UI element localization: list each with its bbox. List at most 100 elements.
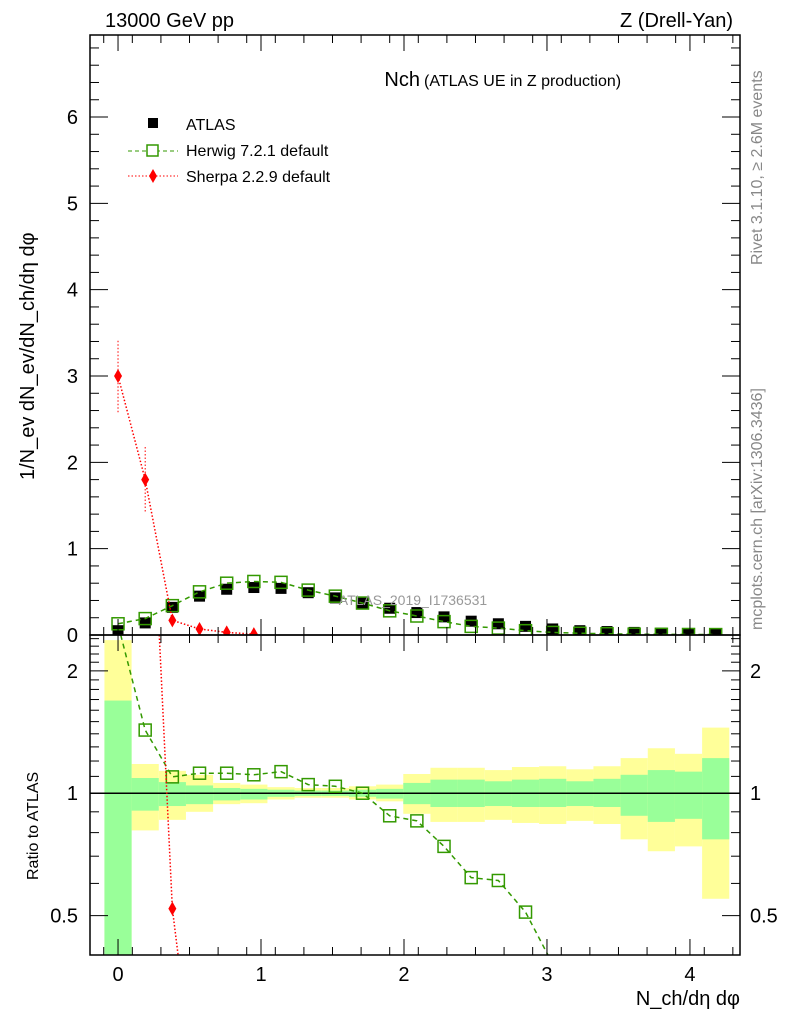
- atlas-data-point: [655, 627, 667, 635]
- herwig-point: [382, 604, 397, 618]
- herwig-ratio-point: [301, 777, 315, 792]
- herwig-ratio-point: [192, 766, 207, 780]
- x-tick-label: 4: [684, 964, 695, 986]
- herwig-point: [355, 596, 370, 610]
- atlas-data-point: [302, 587, 314, 599]
- axes: 0 1 2 3 4 0 1 2 3 4 5 6 0.5 0.5 1 1 2 2: [50, 34, 778, 986]
- atlas-data-point: [574, 625, 586, 635]
- atlas-data-point: [166, 601, 178, 613]
- herwig-point: [328, 589, 343, 603]
- x-tick-label: 2: [398, 964, 409, 986]
- stat-band-bin: [158, 782, 186, 807]
- main-y-tick-label: 5: [67, 193, 78, 215]
- ratio-y-axis-label: Ratio to ATLAS: [25, 772, 42, 880]
- herwig-point: [437, 614, 451, 629]
- ratio-plot: [90, 635, 740, 955]
- atlas-data-point: [139, 617, 151, 629]
- stat-band-bin: [647, 770, 675, 822]
- legend-atlas-marker: [148, 118, 158, 128]
- stat-band-bin: [674, 771, 703, 819]
- atlas-data-point: [411, 607, 423, 619]
- legend: ATLAS Herwig 7.2.1 default Sherpa 2.2.9 …: [128, 117, 331, 186]
- atlas-data-point: [601, 626, 613, 635]
- sherpa-point: [114, 369, 123, 384]
- main-y-tick-label: 4: [67, 280, 78, 302]
- herwig-point: [219, 576, 234, 590]
- x-tick-label: 0: [112, 964, 123, 986]
- atlas-data-point: [194, 590, 206, 602]
- herwig-ratio-point: [219, 766, 234, 780]
- ratio-frame: [89, 634, 741, 956]
- herwig-ratio-point: [355, 786, 370, 800]
- stat-band-bin: [185, 785, 214, 805]
- sherpa-point: [168, 613, 177, 628]
- main-y-tick-label: 2: [67, 452, 78, 474]
- analysis-watermark: ATLAS_2019_I1736531: [339, 592, 488, 608]
- atlas-data-point: [329, 592, 341, 604]
- atlas-data-point: [547, 623, 559, 635]
- sherpa-point: [195, 621, 204, 635]
- stat-band-bin: [702, 758, 730, 840]
- stat-band-bin: [104, 700, 132, 955]
- atlas-data-point: [492, 618, 504, 630]
- stat-band-bin: [620, 774, 648, 816]
- herwig-point: [627, 627, 641, 635]
- herwig-ratio-point: [491, 873, 506, 888]
- herwig-point: [600, 626, 614, 635]
- herwig-point: [274, 575, 288, 590]
- herwig-ratio-point: [274, 764, 288, 779]
- stat-band-bin: [213, 787, 241, 801]
- herwig-point: [301, 583, 315, 597]
- main-y-tick-label: 6: [67, 107, 78, 129]
- x-tick-label: 1: [255, 964, 266, 986]
- herwig-point: [165, 598, 180, 613]
- legend-herwig-marker: [146, 144, 159, 157]
- herwig-point: [410, 609, 424, 623]
- main-y-tick-label: 0: [67, 625, 78, 647]
- herwig-ratio-line: [119, 635, 549, 955]
- atlas-data-point: [520, 620, 532, 632]
- plot-subtitle: (ATLAS UE in Z production): [424, 73, 621, 90]
- main-y-axis-label: 1/N_ev dN_ev/dN_ch/dη dφ: [17, 232, 39, 480]
- legend-sherpa: Sherpa 2.2.9 default: [186, 169, 331, 186]
- herwig-ratio-point: [165, 770, 180, 784]
- header-energy: 13000 GeV pp: [105, 10, 234, 32]
- herwig-ratio-point: [410, 814, 424, 828]
- atlas-data-point: [683, 628, 695, 635]
- legend-atlas: ATLAS: [186, 117, 236, 134]
- ratio-y-tick-label: 1: [67, 783, 78, 805]
- herwig-point: [192, 585, 207, 599]
- sherpa-point: [141, 472, 150, 487]
- atlas-data-point: [438, 611, 450, 623]
- herwig-point: [464, 619, 478, 634]
- main-y-tick-label: 3: [67, 366, 78, 388]
- herwig-point: [138, 611, 152, 626]
- plot-title: Nch: [384, 69, 420, 91]
- ratio-y-tick-label-right: 0.5: [750, 906, 778, 928]
- header-process: Z (Drell-Yan): [620, 10, 733, 32]
- herwig-ratio-point: [464, 870, 478, 885]
- herwig-ratio-point: [382, 809, 397, 823]
- sherpa-ratio-point: [168, 901, 177, 916]
- herwig-ratio-point: [247, 768, 261, 782]
- legend-herwig: Herwig 7.2.1 default: [186, 143, 329, 160]
- herwig-point: [247, 574, 261, 589]
- atlas-data-point: [465, 615, 477, 627]
- ratio-y-tick-label: 2: [67, 661, 78, 683]
- x-axis-label: N_ch/dη dφ: [636, 988, 740, 1010]
- legend-sherpa-marker: [149, 169, 157, 183]
- ratio-y-tick-label-right: 1: [750, 783, 761, 805]
- atlas-data-point: [710, 628, 722, 635]
- herwig-ratio-point: [138, 723, 152, 737]
- sherpa-line: [117, 375, 254, 635]
- atlas-data-point: [628, 626, 640, 635]
- stat-band-bin: [240, 788, 268, 800]
- stat-band-bin: [131, 778, 159, 811]
- herwig-ratio-point: [328, 779, 343, 794]
- sherpa-point: [222, 625, 231, 635]
- herwig-ratio-point: [437, 839, 451, 854]
- herwig-ratio-point: [518, 905, 533, 919]
- herwig-point: [518, 623, 533, 635]
- mcplots-label: mcplots.cern.ch [arXiv:1306.3436]: [749, 388, 766, 630]
